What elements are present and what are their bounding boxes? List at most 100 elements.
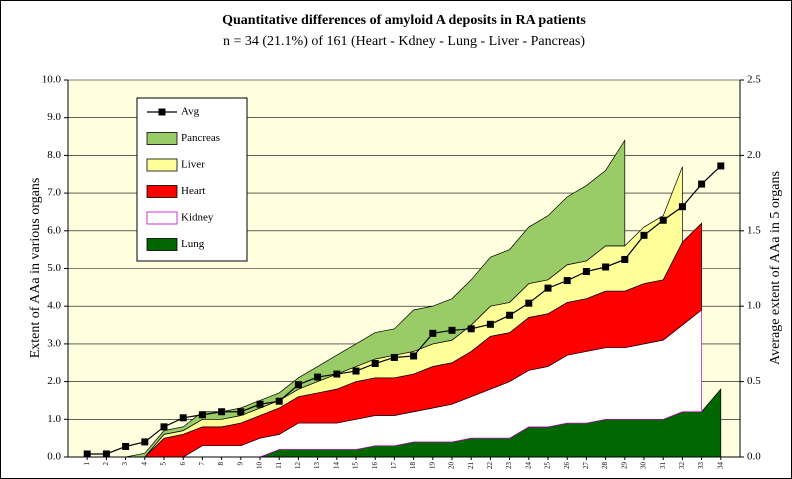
avg-marker bbox=[563, 277, 571, 285]
chart-subtitle: n = 34 (21.1%) of 161 (Heart - Kdney - L… bbox=[223, 34, 585, 49]
chart-title: Quantitative differences of amyloid A de… bbox=[222, 13, 586, 28]
x-tick-label: 26 bbox=[563, 462, 571, 470]
avg-marker bbox=[659, 216, 667, 224]
x-tick-label: 32 bbox=[678, 462, 686, 470]
x-tick-label: 8 bbox=[217, 462, 225, 466]
avg-marker bbox=[122, 442, 130, 450]
legend-swatch bbox=[146, 158, 178, 172]
x-tick-label: 9 bbox=[236, 462, 244, 466]
x-tick-label: 29 bbox=[620, 462, 628, 470]
x-tick-label: 12 bbox=[294, 462, 302, 470]
y2-axis-label: Average extent of AAa in 5 organs bbox=[768, 171, 783, 365]
avg-marker bbox=[698, 180, 706, 188]
legend-swatch bbox=[146, 185, 178, 198]
y-tick-label: 3.0 bbox=[47, 337, 61, 349]
x-tick-label: 33 bbox=[697, 462, 705, 470]
avg-marker bbox=[506, 311, 514, 319]
avg-line bbox=[87, 165, 722, 455]
avg-marker bbox=[352, 367, 360, 375]
avg-marker bbox=[621, 255, 629, 263]
x-tick-label: 31 bbox=[659, 462, 667, 470]
avg-marker bbox=[102, 450, 110, 458]
area bbox=[87, 139, 626, 458]
avg-marker bbox=[640, 231, 648, 239]
avg-marker bbox=[333, 370, 341, 378]
y-tick-label: 0.0 bbox=[47, 451, 61, 463]
avg-marker bbox=[160, 423, 168, 431]
avg-marker bbox=[294, 381, 302, 389]
y-tick-label: 4.0 bbox=[47, 300, 61, 312]
avg-marker bbox=[448, 326, 456, 334]
legend-label: Pancreas bbox=[181, 132, 220, 144]
y2-tick-label: 0.0 bbox=[747, 451, 761, 463]
avg-marker bbox=[275, 397, 283, 405]
y-tick-label: 7.0 bbox=[47, 187, 61, 199]
avg-marker bbox=[371, 360, 379, 368]
avg-marker bbox=[525, 299, 533, 307]
y2-tick-label: 2.5 bbox=[747, 74, 761, 86]
avg-marker bbox=[218, 408, 226, 416]
x-tick-label: 30 bbox=[640, 462, 648, 470]
x-tick-label: 17 bbox=[390, 462, 398, 470]
avg-marker bbox=[429, 329, 437, 337]
x-tick-label: 3 bbox=[121, 462, 129, 466]
legend-label: Liver bbox=[181, 159, 205, 171]
x-tick-label: 10 bbox=[256, 462, 264, 470]
avg-marker bbox=[256, 400, 264, 408]
x-tick-label: 7 bbox=[198, 462, 206, 466]
avg-marker bbox=[467, 325, 475, 333]
y-tick-label: 8.0 bbox=[47, 149, 61, 161]
x-tick-label: 18 bbox=[409, 462, 417, 470]
x-tick-label: 16 bbox=[371, 462, 379, 470]
avg-marker bbox=[179, 414, 187, 422]
avg-marker bbox=[602, 263, 610, 271]
avg-marker bbox=[141, 438, 149, 446]
x-tick-label: 34 bbox=[716, 462, 724, 470]
y2-tick-label: 1.0 bbox=[747, 300, 761, 312]
x-tick-label: 20 bbox=[448, 462, 456, 470]
legend bbox=[136, 97, 248, 262]
x-tick-label: 24 bbox=[524, 462, 532, 470]
legend-swatch bbox=[146, 132, 178, 145]
y2-tick-label: 2.0 bbox=[747, 149, 761, 161]
x-tick-label: 27 bbox=[582, 462, 590, 470]
x-tick-label: 23 bbox=[505, 462, 513, 470]
legend-label: Kidney bbox=[181, 212, 214, 224]
avg-marker bbox=[237, 408, 245, 416]
legend-swatch bbox=[146, 211, 178, 225]
y-tick-label: 10.0 bbox=[42, 74, 62, 86]
x-tick-label: 25 bbox=[544, 462, 552, 470]
avg-marker bbox=[410, 352, 418, 360]
x-tick-label: 11 bbox=[275, 462, 283, 469]
y-tick-label: 9.0 bbox=[47, 111, 61, 123]
y-tick-label: 1.0 bbox=[47, 413, 61, 425]
x-tick-label: 21 bbox=[467, 462, 475, 470]
legend-marker bbox=[158, 108, 166, 116]
x-tick-label: 6 bbox=[179, 462, 187, 466]
avg-marker bbox=[486, 320, 494, 328]
x-tick-label: 19 bbox=[428, 462, 436, 470]
legend-label: Avg bbox=[181, 106, 200, 118]
y-tick-label: 5.0 bbox=[47, 262, 61, 274]
avg-marker bbox=[314, 373, 322, 381]
legend-swatch bbox=[146, 238, 178, 251]
x-tick-label: 5 bbox=[160, 462, 168, 466]
legend-label: Heart bbox=[181, 185, 205, 197]
avg-marker bbox=[544, 284, 552, 292]
x-tick-label: 13 bbox=[313, 462, 321, 470]
x-tick-label: 14 bbox=[332, 462, 340, 470]
avg-marker bbox=[198, 411, 206, 419]
x-tick-label: 4 bbox=[140, 462, 148, 466]
avg-marker bbox=[83, 450, 91, 458]
x-tick-label: 1 bbox=[83, 462, 91, 466]
y-axis-label: Extent of AAa in various organs bbox=[28, 178, 43, 359]
y-tick-label: 2.0 bbox=[47, 375, 61, 387]
avg-marker bbox=[717, 162, 725, 170]
y-tick-label: 6.0 bbox=[47, 224, 61, 236]
y2-tick-label: 0.5 bbox=[747, 375, 761, 387]
y2-tick-label: 1.5 bbox=[747, 224, 761, 236]
avg-marker bbox=[390, 353, 398, 361]
legend-label: Lung bbox=[181, 238, 205, 250]
